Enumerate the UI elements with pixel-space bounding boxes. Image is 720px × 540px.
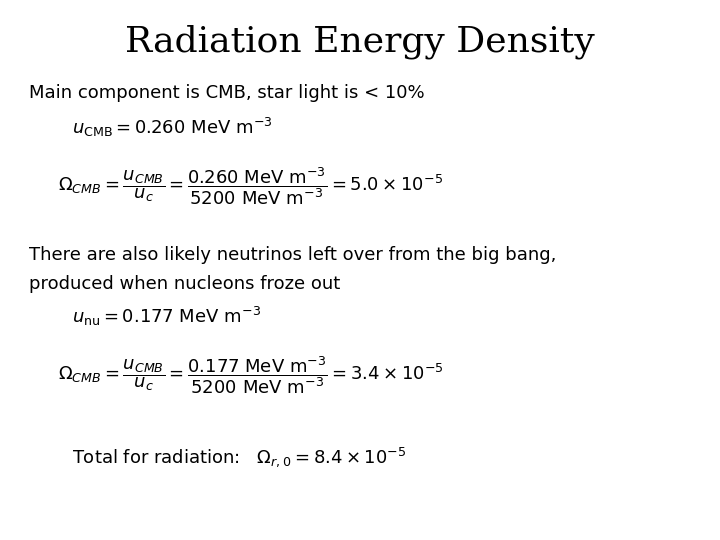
Text: Radiation Energy Density: Radiation Energy Density xyxy=(125,24,595,59)
Text: There are also likely neutrinos left over from the big bang,: There are also likely neutrinos left ove… xyxy=(29,246,556,264)
Text: produced when nucleons froze out: produced when nucleons froze out xyxy=(29,275,340,293)
Text: Main component is CMB, star light is < 10%: Main component is CMB, star light is < 1… xyxy=(29,84,424,102)
Text: $\Omega_{CMB} = \dfrac{u_{CMB}}{u_c} = \dfrac{0.177\ \mathrm{MeV\ m}^{-3}}{5200\: $\Omega_{CMB} = \dfrac{u_{CMB}}{u_c} = \… xyxy=(58,354,444,395)
Text: Total for radiation:   $\Omega_{r,0} = 8.4 \times 10^{-5}$: Total for radiation: $\Omega_{r,0} = 8.4… xyxy=(72,446,406,469)
Text: $\Omega_{CMB} = \dfrac{u_{CMB}}{u_c} = \dfrac{0.260\ \mathrm{MeV\ m}^{-3}}{5200\: $\Omega_{CMB} = \dfrac{u_{CMB}}{u_c} = \… xyxy=(58,165,443,206)
Text: $u_{\mathrm{nu}} = 0.177\ \mathrm{MeV\ m}^{-3}$: $u_{\mathrm{nu}} = 0.177\ \mathrm{MeV\ m… xyxy=(72,305,261,328)
Text: $u_{\mathrm{CMB}} = 0.260\ \mathrm{MeV\ m}^{-3}$: $u_{\mathrm{CMB}} = 0.260\ \mathrm{MeV\ … xyxy=(72,116,273,139)
